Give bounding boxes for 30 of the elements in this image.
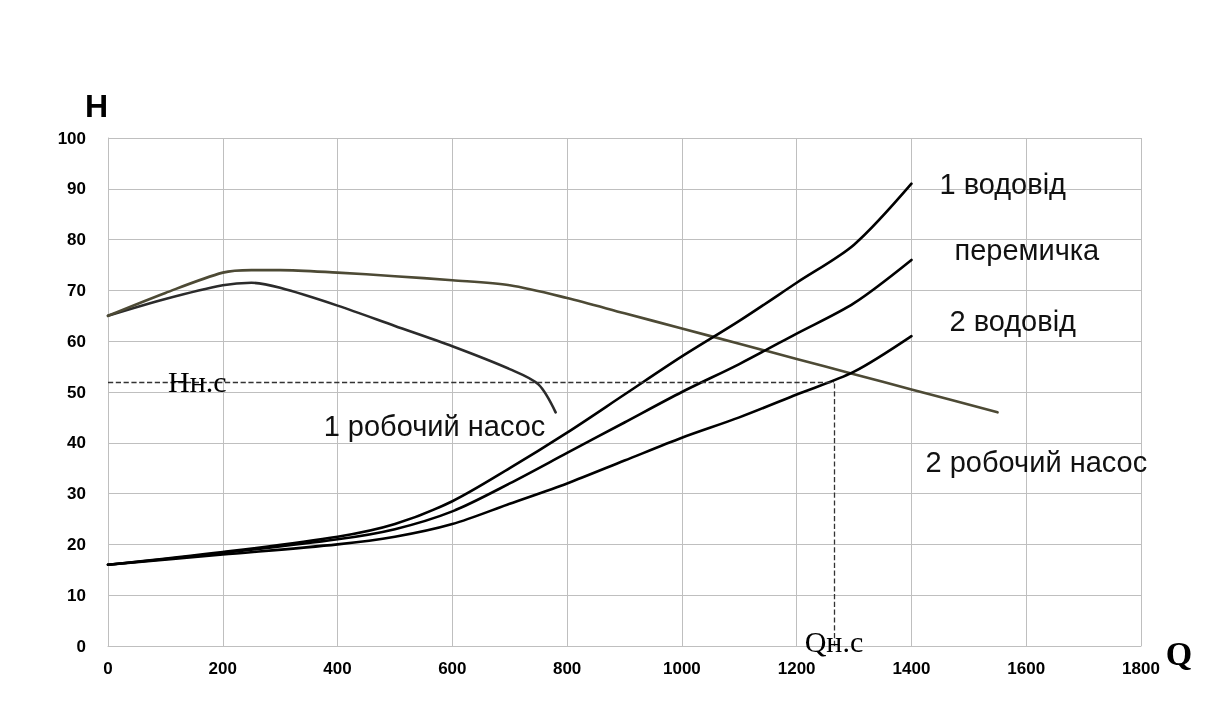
x-tick-label: 200	[208, 659, 237, 678]
y-tick-label: 10	[67, 585, 86, 605]
y-tick-label: 40	[67, 433, 86, 453]
y-tick-label: 60	[67, 331, 86, 351]
y-tick-label: 20	[67, 534, 86, 554]
x-tick-label: 1400	[892, 659, 931, 678]
x-axis-title: Q	[1165, 634, 1193, 672]
ref-line-label: Hн.с	[168, 365, 227, 399]
y-tick-label: 50	[67, 382, 86, 402]
y-tick-label: 100	[57, 128, 86, 148]
y-tick-label: 70	[67, 280, 86, 300]
x-tick-label: 1000	[662, 659, 701, 678]
y-axis-title: H	[84, 88, 108, 124]
x-tick-label: 1200	[777, 659, 816, 678]
series-label: перемичка	[954, 233, 1101, 266]
x-tick-label: 1600	[1007, 659, 1046, 678]
y-tick-label: 90	[67, 179, 86, 199]
series-label: 1 водовід	[939, 167, 1067, 200]
series-label: 1 робочий насос	[323, 410, 546, 443]
y-tick-label: 30	[67, 484, 86, 504]
ref-line-label: Qн.с	[804, 624, 864, 658]
x-tick-label: 400	[323, 659, 352, 678]
series-label: 2 водовід	[949, 305, 1077, 338]
x-tick-label: 800	[552, 659, 582, 678]
y-tick-label: 80	[67, 230, 86, 250]
x-tick-label: 0	[103, 659, 113, 678]
x-tick-label: 1800	[1122, 659, 1160, 678]
series-label: 2 робочий насос	[925, 446, 1148, 479]
y-tick-label: 0	[76, 636, 86, 656]
x-tick-label: 600	[438, 659, 467, 678]
